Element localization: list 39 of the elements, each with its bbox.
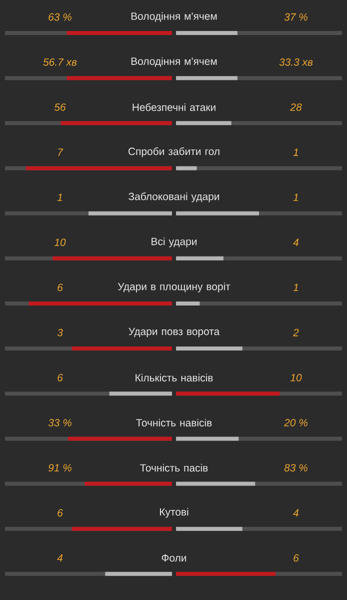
data-label: 10 [290,374,302,382]
data-label: 6 [58,374,63,382]
category-label: Фоли [162,554,186,562]
category-label: Володіння м'ячем [131,57,217,67]
category-label: Заблоковані удари [128,192,220,202]
category-label: Спроби забити гол [128,147,220,158]
data-label: 2 [293,328,299,336]
data-label: 4 [293,509,299,516]
data-label: 3 [57,328,63,336]
category-label: Точність навісів [136,418,212,427]
data-label: 37 % [284,13,308,21]
data-label: 1 [293,194,298,201]
data-label: 6 [58,284,63,292]
data-label: 91 % [48,464,72,472]
data-label: 6 [294,554,299,562]
data-label: 63 % [48,13,72,21]
data-label: 33 % [48,418,72,426]
data-label: 83 % [284,464,308,472]
data-label: 6 [58,509,63,517]
category-label: Удари в площину воріт [118,282,230,292]
category-label: Удари повз ворота [128,328,220,338]
data-label: 33.3 хв [279,58,313,66]
category-label: Всі удари [152,238,197,248]
data-label: 10 [54,238,66,246]
data-label: 7 [58,148,64,156]
data-label: 4 [293,238,299,246]
data-label: 1 [293,148,298,156]
category-label: Точність пасів [140,464,208,472]
data-label: 1 [57,194,62,201]
data-label: 1 [293,284,298,292]
data-label: 4 [57,554,63,562]
category-label: Небезпечні атаки [132,103,216,112]
data-label: 56.7 хв [43,58,77,66]
category-label: Кількість навісів [136,374,213,382]
data-label: 28 [290,103,302,111]
data-label: 56 [54,103,66,111]
category-label: Кутові [160,508,188,518]
category-label: Володіння м'ячем [131,12,217,22]
data-label: 20 % [284,418,308,426]
